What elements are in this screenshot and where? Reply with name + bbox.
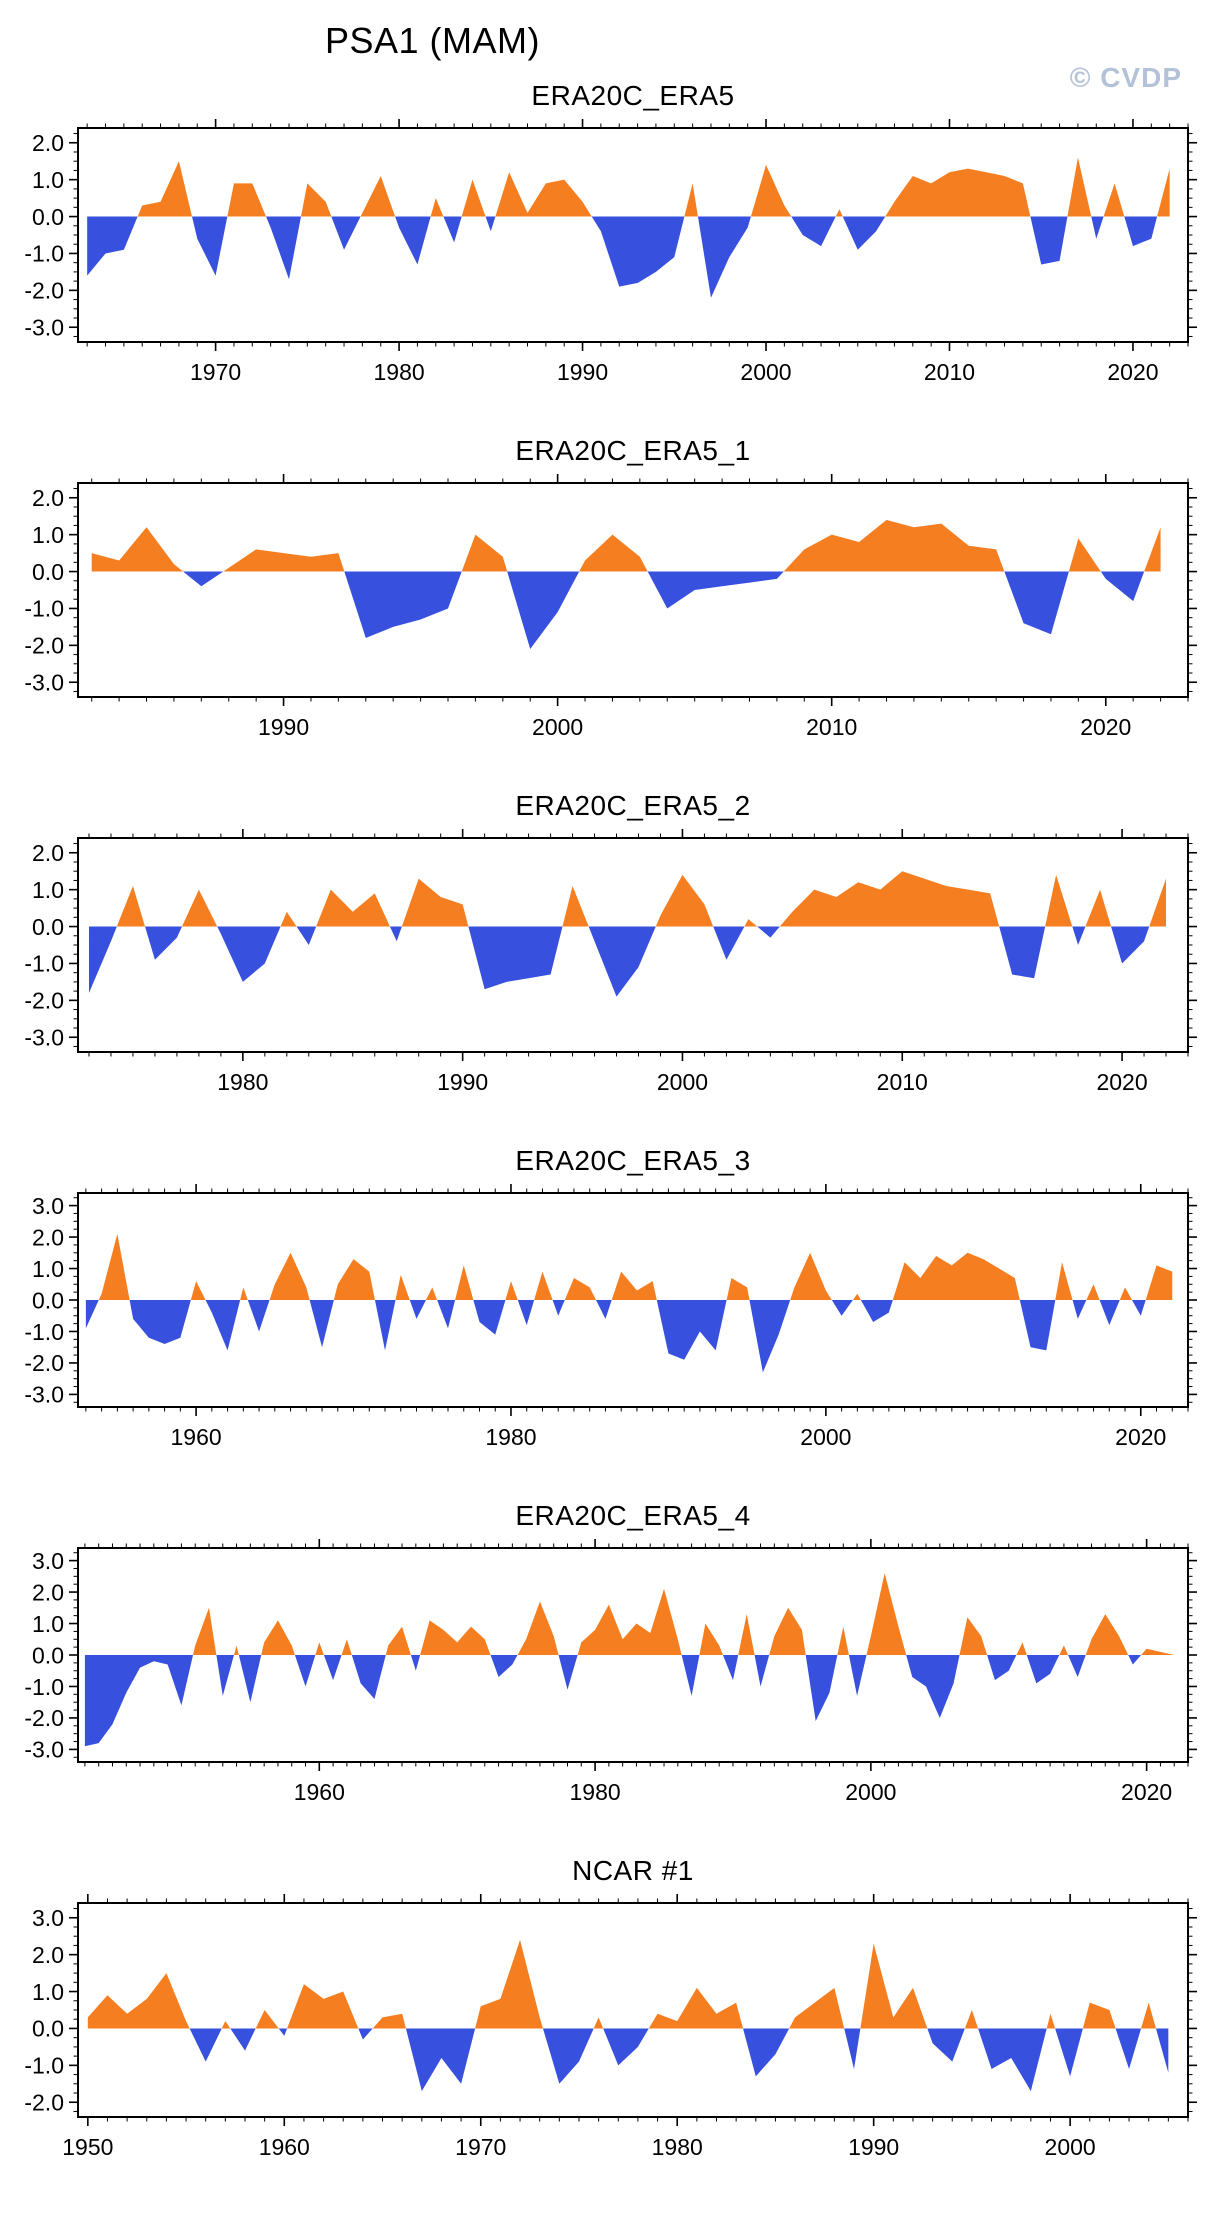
svg-text:2010: 2010 <box>877 1069 928 1095</box>
svg-text:0.0: 0.0 <box>32 914 64 940</box>
svg-text:2000: 2000 <box>740 359 791 385</box>
svg-text:2010: 2010 <box>806 714 857 740</box>
panel-ncar-1: NCAR #1 3.0 2.0 1.0 0.0 -1.0 -2.0 1950 1960 1970… <box>0 1855 1228 2192</box>
svg-text:3.0: 3.0 <box>32 1548 64 1574</box>
svg-text:1980: 1980 <box>485 1424 536 1450</box>
panel-era20c-era5: ERA20C_ERA5 2.0 1.0 0.0 -1.0 -2.0 -3.0 1970 198… <box>0 80 1228 417</box>
chart-title: ERA20C_ERA5_4 <box>515 1500 751 1531</box>
chart-plot-era20c-era5-4: 3.0 2.0 1.0 0.0 -1.0 -2.0 -3.0 1960 1980 2000 2020 <box>24 1539 1197 1805</box>
svg-text:2020: 2020 <box>1096 1069 1147 1095</box>
svg-text:-2.0: -2.0 <box>24 1705 64 1731</box>
cvdp-watermark: © CVDP <box>1069 62 1182 93</box>
panel-era20c-era5-2: ERA20C_ERA5_2 2.0 1.0 0.0 -1.0 -2.0 -3.0 1980 1… <box>0 790 1228 1127</box>
chart-plot-era20c-era5: 2.0 1.0 0.0 -1.0 -2.0 -3.0 1970 1980 1990 2000 201… <box>24 119 1197 385</box>
svg-text:1.0: 1.0 <box>32 877 64 903</box>
svg-text:1970: 1970 <box>455 2134 506 2160</box>
svg-text:0.0: 0.0 <box>32 1287 64 1313</box>
svg-text:-2.0: -2.0 <box>24 988 64 1014</box>
svg-text:1960: 1960 <box>170 1424 221 1450</box>
svg-text:-1.0: -1.0 <box>24 241 64 267</box>
svg-text:2020: 2020 <box>1107 359 1158 385</box>
svg-text:-1.0: -1.0 <box>24 1319 64 1345</box>
svg-text:-2.0: -2.0 <box>24 633 64 659</box>
chart-title: ERA20C_ERA5_1 <box>515 435 751 466</box>
svg-text:2.0: 2.0 <box>32 1224 64 1250</box>
panel-era20c-era5-3: ERA20C_ERA5_3 3.0 2.0 1.0 0.0 -1.0 -2.0 -3.0 19… <box>0 1145 1228 1482</box>
svg-text:1960: 1960 <box>294 1779 345 1805</box>
svg-text:-3.0: -3.0 <box>24 1025 64 1051</box>
svg-text:0.0: 0.0 <box>32 2016 64 2042</box>
svg-text:2.0: 2.0 <box>32 485 64 511</box>
main-title: PSA1 (MAM) <box>325 20 541 61</box>
svg-text:1980: 1980 <box>217 1069 268 1095</box>
svg-text:1980: 1980 <box>569 1779 620 1805</box>
chart-title: ERA20C_ERA5 <box>531 80 735 111</box>
svg-text:1990: 1990 <box>557 359 608 385</box>
svg-text:1990: 1990 <box>437 1069 488 1095</box>
svg-text:-1.0: -1.0 <box>24 1674 64 1700</box>
svg-text:2000: 2000 <box>657 1069 708 1095</box>
panel-era20c-era5-1: ERA20C_ERA5_1 2.0 1.0 0.0 -1.0 -2.0 -3.0 1990 2… <box>0 435 1228 772</box>
chart-plot-era20c-era5-3: 3.0 2.0 1.0 0.0 -1.0 -2.0 -3.0 1960 1980 2000 2020 <box>24 1184 1197 1450</box>
svg-text:-2.0: -2.0 <box>24 2090 64 2116</box>
svg-text:2020: 2020 <box>1121 1779 1172 1805</box>
svg-text:1990: 1990 <box>258 714 309 740</box>
svg-text:1.0: 1.0 <box>32 1256 64 1282</box>
svg-text:-3.0: -3.0 <box>24 1737 64 1763</box>
chart-plot-era20c-era5-1: 2.0 1.0 0.0 -1.0 -2.0 -3.0 1990 2000 2010 2020 <box>24 474 1197 740</box>
svg-text:0.0: 0.0 <box>32 1642 64 1668</box>
svg-text:2.0: 2.0 <box>32 1579 64 1605</box>
panel-era20c-era5-4: ERA20C_ERA5_4 3.0 2.0 1.0 0.0 -1.0 -2.0 -3.0 19… <box>0 1500 1228 1837</box>
svg-text:2020: 2020 <box>1115 1424 1166 1450</box>
svg-text:1980: 1980 <box>652 2134 703 2160</box>
svg-text:1990: 1990 <box>848 2134 899 2160</box>
svg-text:2000: 2000 <box>532 714 583 740</box>
svg-text:1.0: 1.0 <box>32 522 64 548</box>
svg-text:1.0: 1.0 <box>32 1979 64 2005</box>
svg-text:2010: 2010 <box>924 359 975 385</box>
svg-text:0.0: 0.0 <box>32 204 64 230</box>
svg-text:1.0: 1.0 <box>32 167 64 193</box>
svg-text:-1.0: -1.0 <box>24 951 64 977</box>
svg-text:2020: 2020 <box>1080 714 1131 740</box>
svg-text:-1.0: -1.0 <box>24 596 64 622</box>
svg-text:3.0: 3.0 <box>32 1193 64 1219</box>
svg-text:2.0: 2.0 <box>32 130 64 156</box>
svg-text:-3.0: -3.0 <box>24 315 64 341</box>
svg-text:-1.0: -1.0 <box>24 2053 64 2079</box>
svg-text:1960: 1960 <box>259 2134 310 2160</box>
svg-text:-2.0: -2.0 <box>24 278 64 304</box>
svg-text:-2.0: -2.0 <box>24 1350 64 1376</box>
svg-text:1980: 1980 <box>373 359 424 385</box>
svg-text:1950: 1950 <box>62 2134 113 2160</box>
chart-title: ERA20C_ERA5_3 <box>515 1145 751 1176</box>
svg-text:-3.0: -3.0 <box>24 1382 64 1408</box>
svg-text:1.0: 1.0 <box>32 1611 64 1637</box>
chart-plot-ncar-1: 3.0 2.0 1.0 0.0 -1.0 -2.0 1950 1960 1970 1980 1990… <box>24 1894 1197 2160</box>
chart-title: ERA20C_ERA5_2 <box>515 790 751 821</box>
svg-text:3.0: 3.0 <box>32 1905 64 1931</box>
svg-text:2000: 2000 <box>845 1779 896 1805</box>
svg-text:2.0: 2.0 <box>32 1942 64 1968</box>
svg-text:2.0: 2.0 <box>32 840 64 866</box>
chart-plot-era20c-era5-2: 2.0 1.0 0.0 -1.0 -2.0 -3.0 1980 1990 2000 2010 202… <box>24 829 1197 1095</box>
svg-text:-3.0: -3.0 <box>24 670 64 696</box>
svg-text:2000: 2000 <box>1045 2134 1096 2160</box>
svg-text:0.0: 0.0 <box>32 559 64 585</box>
svg-text:1970: 1970 <box>190 359 241 385</box>
svg-text:2000: 2000 <box>800 1424 851 1450</box>
chart-title: NCAR #1 <box>572 1855 694 1886</box>
